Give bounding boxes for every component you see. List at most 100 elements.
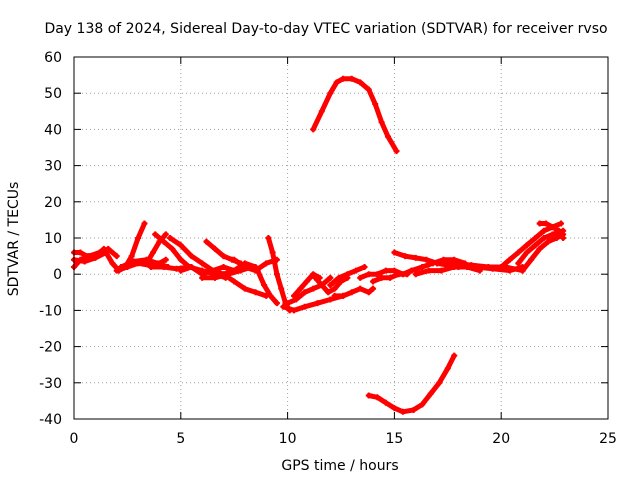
data-point bbox=[173, 265, 180, 272]
data-point bbox=[152, 231, 159, 238]
data-point bbox=[384, 133, 391, 140]
data-point bbox=[344, 274, 351, 281]
data-point bbox=[231, 256, 238, 263]
x-tick-label: 10 bbox=[279, 431, 297, 447]
data-point bbox=[209, 267, 216, 274]
data-point bbox=[365, 86, 372, 93]
data-point bbox=[105, 245, 112, 252]
data-point bbox=[391, 249, 398, 256]
data-point bbox=[382, 267, 389, 274]
data-point bbox=[399, 408, 406, 415]
x-tick-label: 20 bbox=[492, 431, 510, 447]
data-point bbox=[553, 235, 560, 241]
data-point bbox=[327, 296, 334, 303]
data-point bbox=[310, 126, 317, 133]
data-point bbox=[150, 249, 157, 256]
data-point bbox=[254, 267, 261, 274]
y-tick-label: -30 bbox=[39, 376, 62, 392]
data-point bbox=[335, 274, 342, 281]
data-point bbox=[141, 220, 148, 227]
data-point bbox=[318, 282, 325, 289]
data-point bbox=[261, 282, 268, 289]
data-point bbox=[402, 253, 409, 260]
data-point bbox=[489, 265, 496, 272]
data-point bbox=[528, 256, 535, 263]
data-point bbox=[378, 274, 385, 281]
data-point bbox=[370, 278, 377, 285]
data-point bbox=[113, 253, 120, 260]
data-point bbox=[515, 249, 522, 256]
data-point bbox=[472, 263, 479, 270]
data-point bbox=[515, 260, 522, 267]
data-point bbox=[267, 292, 274, 299]
data-point bbox=[318, 108, 325, 115]
series-a3 bbox=[71, 250, 109, 264]
data-point bbox=[130, 258, 137, 265]
ticks: 0 5 10 15 20 25 -40 -30 -20 -10 0 10 20 30 40 50 60 bbox=[39, 50, 617, 447]
data-point bbox=[357, 79, 364, 86]
y-tick-label: 30 bbox=[44, 159, 62, 175]
data-point bbox=[438, 267, 445, 274]
data-point bbox=[357, 274, 364, 281]
data-point bbox=[211, 274, 218, 281]
data-point bbox=[327, 90, 334, 97]
data-point bbox=[444, 365, 451, 372]
data-point bbox=[361, 263, 368, 270]
data-point bbox=[303, 278, 310, 285]
data-point bbox=[310, 271, 317, 278]
data-point bbox=[382, 399, 389, 406]
data-point bbox=[372, 101, 379, 108]
x-axis-label: GPS time / hours bbox=[281, 458, 398, 474]
data-point bbox=[536, 245, 543, 252]
data-point bbox=[532, 235, 539, 241]
data-point bbox=[92, 254, 99, 261]
y-tick-label: 50 bbox=[44, 86, 62, 102]
data-point bbox=[252, 289, 259, 296]
y-tick-label: 0 bbox=[53, 267, 62, 283]
data-point bbox=[523, 249, 530, 256]
data-point bbox=[378, 119, 385, 126]
data-point bbox=[434, 260, 441, 267]
data-point bbox=[269, 249, 276, 256]
data-point bbox=[348, 289, 355, 296]
series-a14 bbox=[221, 260, 259, 277]
data-point bbox=[455, 263, 462, 270]
data-point bbox=[327, 274, 334, 281]
data-point bbox=[560, 235, 567, 241]
data-point bbox=[263, 260, 270, 267]
data-point bbox=[404, 271, 411, 278]
data-point bbox=[506, 256, 513, 263]
data-point bbox=[117, 263, 124, 270]
data-point bbox=[310, 285, 317, 292]
data-point bbox=[167, 235, 174, 241]
data-point bbox=[203, 238, 210, 245]
data-point bbox=[220, 263, 227, 270]
data-point bbox=[278, 285, 285, 292]
data-point bbox=[412, 254, 419, 261]
data-point bbox=[273, 271, 280, 278]
chart-title: Day 138 of 2024, Sidereal Day-to-day VTE… bbox=[44, 21, 607, 37]
data-point bbox=[284, 300, 291, 307]
data-point bbox=[291, 307, 298, 314]
data-point bbox=[293, 296, 300, 303]
data-point bbox=[419, 401, 426, 408]
data-point bbox=[77, 249, 84, 256]
data-point bbox=[536, 220, 543, 227]
data-point bbox=[423, 256, 430, 263]
data-point bbox=[374, 271, 381, 278]
data-point bbox=[555, 227, 562, 234]
data-point bbox=[327, 282, 334, 289]
data-point bbox=[241, 263, 248, 270]
y-tick-label: 60 bbox=[44, 50, 62, 66]
data-point bbox=[297, 285, 304, 292]
x-tick-label: 15 bbox=[385, 431, 403, 447]
data-point bbox=[314, 300, 321, 307]
data-point bbox=[425, 267, 432, 274]
data-point bbox=[109, 260, 116, 267]
data-point bbox=[160, 263, 167, 270]
data-point bbox=[543, 220, 550, 227]
data-point bbox=[370, 285, 377, 292]
data-point bbox=[231, 267, 238, 274]
data-point bbox=[410, 406, 417, 413]
data-point bbox=[412, 271, 419, 278]
